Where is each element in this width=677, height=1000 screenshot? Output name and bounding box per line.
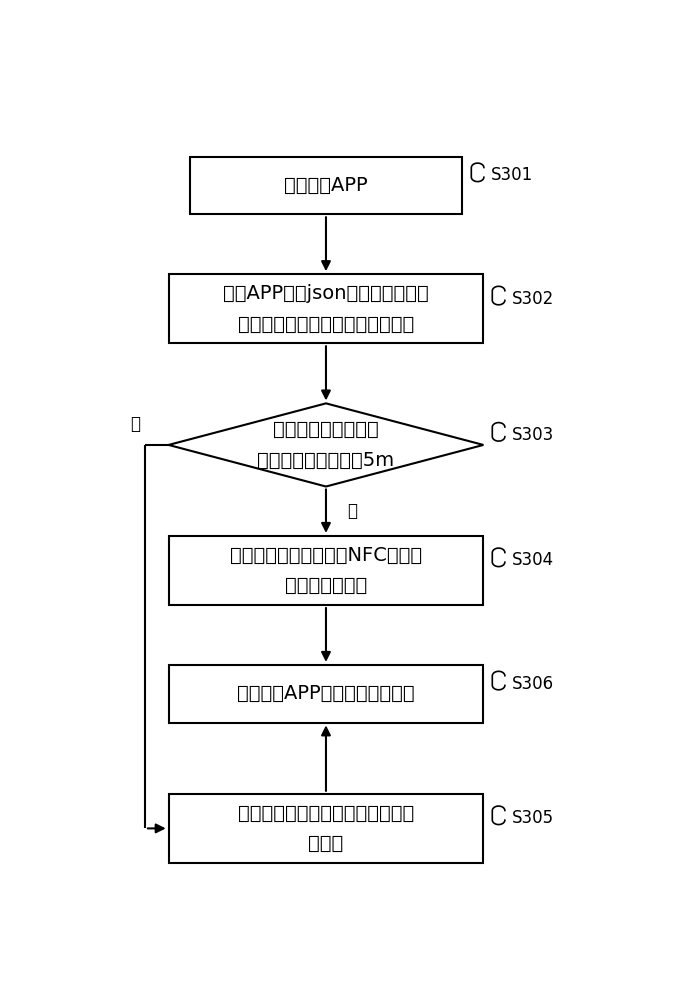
Bar — [169, 536, 483, 605]
Text: 搜索到未绑定手机的目标家居设备: 搜索到未绑定手机的目标家居设备 — [238, 315, 414, 334]
Text: 居设备: 居设备 — [308, 834, 344, 853]
Text: 判断目标家居设备与: 判断目标家居设备与 — [273, 420, 379, 439]
Text: 否: 否 — [130, 415, 139, 433]
Text: 通过手机APP提示用户绑定成功: 通过手机APP提示用户绑定成功 — [237, 684, 415, 703]
Text: 手机的距离是否小于5m: 手机的距离是否小于5m — [257, 451, 395, 470]
Text: S306: S306 — [512, 675, 554, 693]
Text: 提示用户使用近场通信NFC技术绑: 提示用户使用近场通信NFC技术绑 — [230, 546, 422, 565]
Text: 定目标家居设备: 定目标家居设备 — [285, 576, 367, 595]
Text: S305: S305 — [512, 809, 554, 827]
Text: S301: S301 — [492, 166, 533, 184]
Text: S303: S303 — [512, 426, 554, 444]
Text: 打开手机APP: 打开手机APP — [284, 176, 368, 195]
Bar — [169, 665, 483, 723]
Bar — [169, 274, 483, 343]
Bar — [190, 157, 462, 214]
Text: 手机APP通过json协议的广播指令: 手机APP通过json协议的广播指令 — [223, 284, 429, 303]
Text: 是: 是 — [347, 502, 357, 520]
Text: S302: S302 — [512, 290, 554, 308]
Text: S304: S304 — [512, 551, 554, 569]
Bar — [169, 794, 483, 863]
Polygon shape — [169, 403, 483, 487]
Text: 提示用户使用无线网络绑定目标家: 提示用户使用无线网络绑定目标家 — [238, 804, 414, 822]
